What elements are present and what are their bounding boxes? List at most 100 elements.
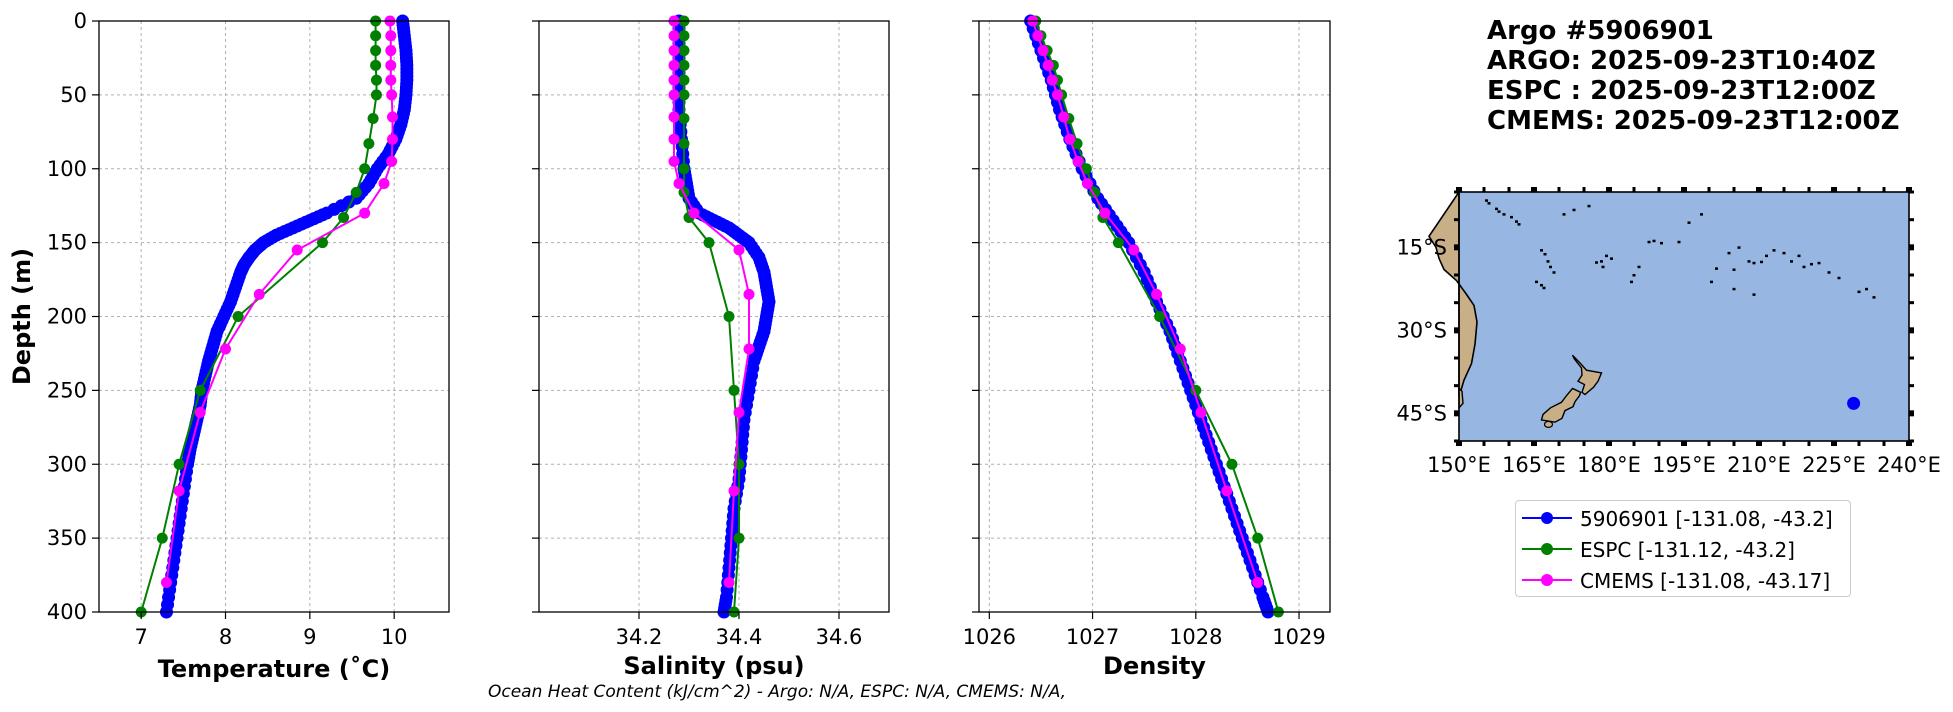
map-tick-bottom xyxy=(1681,441,1687,446)
legend-label-espc: ESPC [-131.12, -43.2] xyxy=(1580,538,1795,562)
data-point-cmems xyxy=(688,207,700,219)
map-tick-bottom xyxy=(1882,441,1886,446)
island xyxy=(1810,262,1813,266)
map-tick-left xyxy=(1454,384,1459,388)
data-point-espc xyxy=(678,30,690,42)
map-tick-bottom xyxy=(1557,441,1561,446)
map-tick-right xyxy=(1909,244,1914,251)
map-tick-right xyxy=(1909,356,1914,360)
map-tick-right xyxy=(1909,439,1914,443)
map-lon-label: 150°E xyxy=(1427,453,1491,477)
map-tick-left xyxy=(1454,327,1459,334)
map-tick-bottom xyxy=(1482,441,1486,446)
data-point-espc xyxy=(723,311,735,322)
map-tick-top xyxy=(1782,187,1786,192)
data-point-cmems xyxy=(1037,45,1049,57)
map-tick-top xyxy=(1707,187,1711,192)
map-tick-left xyxy=(1454,244,1459,251)
map-tick-top xyxy=(1756,187,1762,192)
argo-float-marker xyxy=(1847,396,1861,410)
data-point-cmems xyxy=(668,89,680,101)
x-axis-label: Temperature (˚C) xyxy=(158,655,391,683)
island xyxy=(1542,286,1546,290)
data-point-cmems xyxy=(1195,407,1207,419)
island xyxy=(1497,210,1501,213)
float-title: Argo #5906901 xyxy=(1487,16,1714,46)
island xyxy=(1752,293,1756,296)
data-point-espc xyxy=(1112,237,1124,249)
x-axis-label: Density xyxy=(1103,652,1206,680)
island xyxy=(1647,240,1651,244)
data-point-espc xyxy=(194,384,206,396)
data-point-cmems xyxy=(385,30,397,42)
map-tick-bottom xyxy=(1456,441,1462,446)
island xyxy=(1872,296,1876,299)
island xyxy=(1637,265,1641,269)
map-tick-top xyxy=(1857,187,1861,192)
data-point-espc xyxy=(1226,458,1238,470)
map-tick-right xyxy=(1909,301,1914,305)
x-tick-label: 7 xyxy=(134,625,147,649)
data-point-cmems xyxy=(385,45,397,57)
data-point-espc xyxy=(359,163,371,175)
island xyxy=(1827,271,1831,274)
legend-swatch-argo xyxy=(1522,512,1572,524)
island xyxy=(1715,267,1718,270)
data-point-cmems xyxy=(386,89,398,101)
island xyxy=(1502,213,1506,216)
data-point-cmems xyxy=(1032,30,1044,42)
map-tick-right xyxy=(1909,273,1914,277)
map-tick-left xyxy=(1454,190,1459,194)
data-point-espc xyxy=(678,89,690,101)
island xyxy=(1837,276,1841,280)
map-tick-bottom xyxy=(1632,441,1636,446)
data-point-cmems xyxy=(1042,59,1054,71)
island xyxy=(1587,204,1591,208)
data-point-espc xyxy=(1252,532,1264,544)
data-point-cmems xyxy=(723,576,735,588)
map-lon-label: 240°E xyxy=(1877,453,1941,477)
island xyxy=(1485,199,1488,202)
data-point-cmems xyxy=(1099,207,1111,219)
island xyxy=(1510,215,1513,219)
australia-landmass xyxy=(1428,189,1478,397)
island xyxy=(1549,265,1552,269)
series-line-cmems xyxy=(165,20,394,583)
data-point-cmems xyxy=(194,407,206,419)
island xyxy=(1732,287,1736,291)
y-tick-label: 400 xyxy=(47,600,87,624)
map-tick-top xyxy=(1807,187,1811,192)
map-lon-label: 165°E xyxy=(1502,453,1566,477)
argo-time: ARGO: 2025-09-23T10:40Z xyxy=(1487,46,1876,76)
panel-salinity: 34.2 34.4 34.6 Salinity (psu) xyxy=(532,14,890,680)
data-point-cmems xyxy=(743,288,755,300)
data-point-espc xyxy=(370,45,382,57)
data-point-espc xyxy=(678,138,690,150)
data-point-espc xyxy=(678,113,690,125)
nz-north-island xyxy=(1571,354,1603,396)
data-point-espc xyxy=(370,59,382,71)
island xyxy=(1595,261,1598,264)
data-point-espc xyxy=(678,163,690,175)
island xyxy=(1600,260,1603,263)
data-point-cmems xyxy=(668,155,680,167)
map-tick-top xyxy=(1482,187,1486,192)
island xyxy=(1797,254,1801,258)
data-point-cmems xyxy=(673,178,685,190)
data-point-espc xyxy=(363,138,375,150)
map-tick-left xyxy=(1454,356,1459,360)
map-tick-bottom xyxy=(1857,441,1861,446)
data-point-cmems xyxy=(220,343,232,355)
map-tick-right xyxy=(1909,410,1914,417)
data-point-cmems xyxy=(1051,89,1063,101)
data-point-espc xyxy=(350,186,362,198)
map-tick-left xyxy=(1454,410,1459,417)
island xyxy=(1487,202,1491,205)
map-tick-top xyxy=(1557,187,1561,192)
island xyxy=(1760,260,1763,264)
data-point-espc xyxy=(678,74,690,86)
data-point-espc xyxy=(703,237,715,249)
map-lat-label: 15°S xyxy=(1396,235,1447,259)
island xyxy=(1747,260,1751,263)
island xyxy=(1660,241,1663,245)
